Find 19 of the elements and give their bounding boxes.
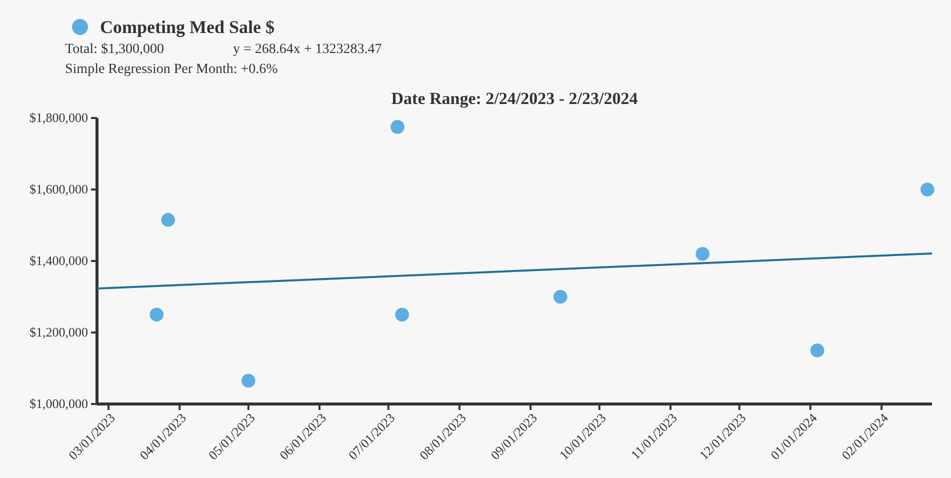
point	[161, 212, 176, 227]
text: y = 268.64x + 1323283.47	[233, 42, 382, 57]
point	[920, 182, 934, 196]
point	[241, 374, 256, 388]
point	[810, 343, 824, 358]
y-tick-label: $1,200,000	[30, 324, 88, 340]
point	[395, 308, 410, 322]
y-tick-label: $1,800,000	[30, 110, 88, 126]
point	[553, 290, 568, 304]
y-tick-label: $1,400,000	[30, 253, 88, 268]
point	[390, 120, 404, 134]
point	[150, 308, 164, 322]
chart-title: Date Range: 2/24/2023 - 2/23/2024	[391, 89, 638, 108]
y-tick-label: $1,600,000	[30, 182, 88, 197]
y-tick-label: $1,000,000	[30, 396, 88, 412]
text: Simple Regression Per Month: +0.6%	[65, 62, 278, 77]
point	[696, 246, 710, 261]
legend-label: Competing Med Sale $	[100, 17, 274, 37]
text: Total: $1,300,000	[65, 42, 164, 57]
